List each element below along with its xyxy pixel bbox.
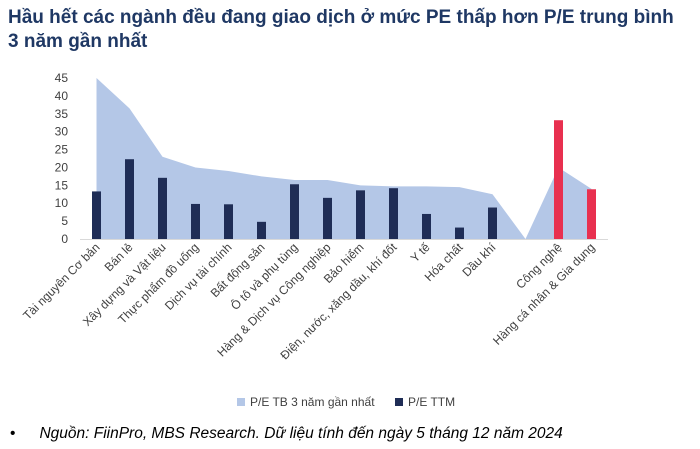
y-tick-label: 30 xyxy=(55,125,69,139)
x-tick-label: Dầu khí xyxy=(459,240,499,280)
area-series-pe-3y-avg xyxy=(96,78,592,239)
source-note: • Nguồn: FiinPro, MBS Research. Dữ liệu t… xyxy=(10,425,690,443)
bar-pe-ttm xyxy=(422,213,431,239)
bar-pe-ttm xyxy=(290,184,299,239)
bar-pe-ttm xyxy=(323,197,332,239)
bar-pe-ttm xyxy=(389,188,398,239)
bar-pe-ttm xyxy=(224,204,233,239)
y-tick-label: 35 xyxy=(55,107,69,121)
legend-swatch xyxy=(237,398,245,406)
source-text: Nguồn: FiinPro, MBS Research. Dữ liệu tí… xyxy=(39,425,563,442)
chart-title: Hầu hết các ngành đều đang giao dịch ở m… xyxy=(8,7,674,52)
bar-pe-ttm xyxy=(158,177,167,239)
bullet-glyph: • xyxy=(10,425,16,442)
y-tick-label: 20 xyxy=(55,160,69,174)
y-tick-label: 45 xyxy=(55,71,69,85)
y-tick-label: 10 xyxy=(55,196,69,210)
legend-swatch xyxy=(395,398,403,406)
bar-pe-ttm xyxy=(356,190,365,239)
bar-pe-ttm-highlight xyxy=(587,189,596,239)
y-tick-label: 5 xyxy=(61,214,68,228)
bar-pe-ttm xyxy=(191,203,200,239)
legend-label: P/E TB 3 năm gần nhất xyxy=(250,395,375,409)
legend-label: P/E TTM xyxy=(408,395,455,409)
y-tick-label: 0 xyxy=(61,232,68,246)
y-tick-label: 40 xyxy=(55,89,69,103)
bar-pe-ttm-highlight xyxy=(554,120,563,239)
bar-pe-ttm xyxy=(125,159,134,239)
y-tick-label: 15 xyxy=(55,178,69,192)
bar-pe-ttm xyxy=(92,191,101,239)
x-tick-label: Y tế xyxy=(408,240,433,265)
bar-pe-ttm xyxy=(257,221,266,239)
y-tick-label: 25 xyxy=(55,143,69,157)
bar-pe-ttm xyxy=(488,207,497,239)
bar-pe-ttm xyxy=(455,227,464,239)
